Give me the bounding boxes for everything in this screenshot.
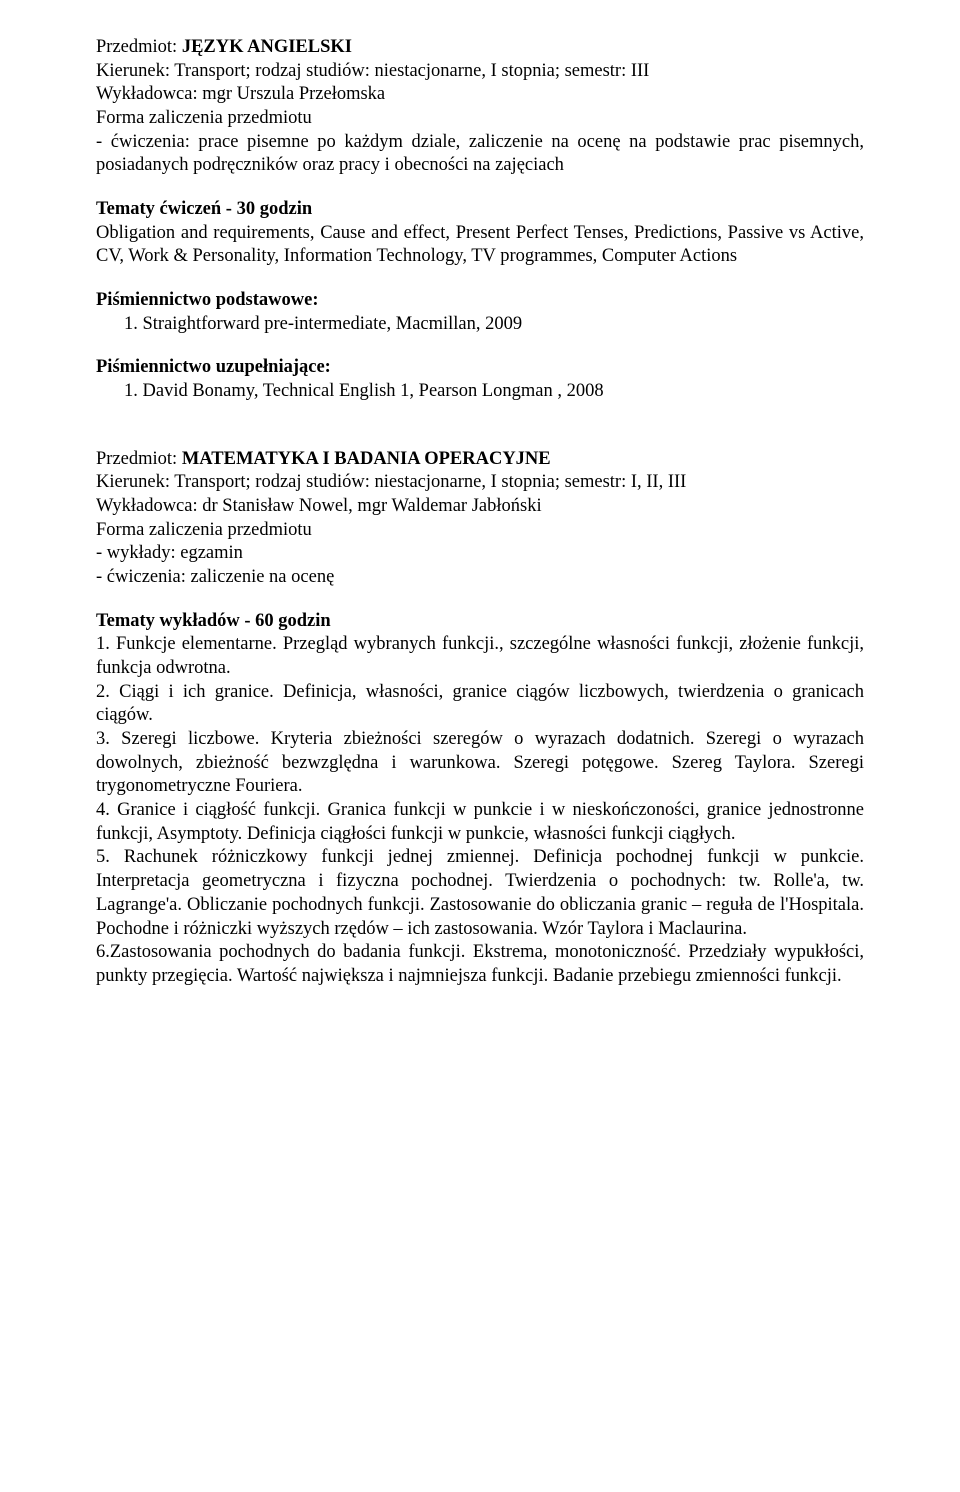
subject-line: Przedmiot: MATEMATYKA I BADANIA OPERACYJ…	[96, 448, 864, 472]
topics-1: Tematy ćwiczeń - 30 godzin Obligation an…	[96, 198, 864, 269]
subject-name: JĘZYK ANGIELSKI	[182, 37, 352, 57]
subject-lecturer: Wykładowca: dr Stanisław Nowel, mgr Wald…	[96, 495, 864, 519]
subject-label: Przedmiot:	[96, 449, 182, 469]
topics-heading: Tematy wykładów - 60 godzin	[96, 610, 864, 634]
subject-1-header: Przedmiot: JĘZYK ANGIELSKI Kierunek: Tra…	[96, 36, 864, 178]
subject-name: MATEMATYKA I BADANIA OPERACYJNE	[182, 449, 551, 469]
topics-item-3: 3. Szeregi liczbowe. Kryteria zbieżności…	[96, 728, 864, 799]
subject-credit-lectures: - wykłady: egzamin	[96, 542, 864, 566]
bib-primary-heading: Piśmiennictwo podstawowe:	[96, 289, 864, 313]
topics-2: Tematy wykładów - 60 godzin 1. Funkcje e…	[96, 610, 864, 989]
subject-credit-exercises: - ćwiczenia: zaliczenie na ocenę	[96, 566, 864, 590]
subject-direction: Kierunek: Transport; rodzaj studiów: nie…	[96, 60, 864, 84]
topics-body: Obligation and requirements, Cause and e…	[96, 222, 864, 269]
subject-2-header: Przedmiot: MATEMATYKA I BADANIA OPERACYJ…	[96, 448, 864, 590]
subject-label: Przedmiot:	[96, 37, 182, 57]
topics-item-4: 4. Granice i ciągłość funkcji. Granica f…	[96, 799, 864, 846]
topics-item-1: 1. Funkcje elementarne. Przegląd wybrany…	[96, 633, 864, 680]
topics-heading: Tematy ćwiczeń - 30 godzin	[96, 198, 864, 222]
subject-lecturer: Wykładowca: mgr Urszula Przełomska	[96, 83, 864, 107]
subject-credit-form: Forma zaliczenia przedmiotu	[96, 107, 864, 131]
topics-item-2: 2. Ciągi i ich granice. Definicja, własn…	[96, 681, 864, 728]
bib-secondary-item: 1. David Bonamy, Technical English 1, Pe…	[96, 380, 864, 404]
bib-primary-item: 1. Straightforward pre-intermediate, Mac…	[96, 313, 864, 337]
topics-item-6: 6.Zastosowania pochodnych do badania fun…	[96, 941, 864, 988]
topics-item-5: 5. Rachunek różniczkowy funkcji jednej z…	[96, 846, 864, 941]
subject-credit-detail: - ćwiczenia: prace pisemne po każdym dzi…	[96, 131, 864, 178]
subject-credit-form: Forma zaliczenia przedmiotu	[96, 519, 864, 543]
subject-direction: Kierunek: Transport; rodzaj studiów: nie…	[96, 471, 864, 495]
bib-secondary-heading: Piśmiennictwo uzupełniające:	[96, 356, 864, 380]
bibliography-secondary: Piśmiennictwo uzupełniające: 1. David Bo…	[96, 356, 864, 403]
subject-line: Przedmiot: JĘZYK ANGIELSKI	[96, 36, 864, 60]
bibliography-primary: Piśmiennictwo podstawowe: 1. Straightfor…	[96, 289, 864, 336]
